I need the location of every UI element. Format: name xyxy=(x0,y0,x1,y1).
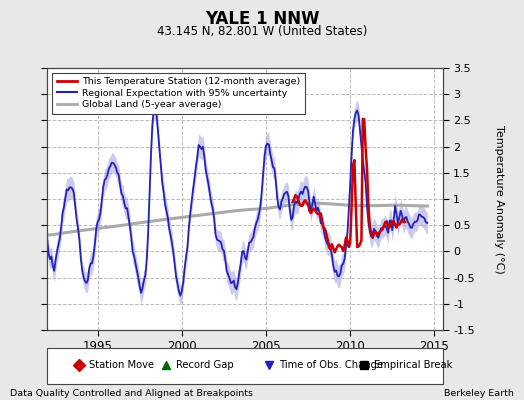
Text: 43.145 N, 82.801 W (United States): 43.145 N, 82.801 W (United States) xyxy=(157,25,367,38)
Legend: This Temperature Station (12-month average), Regional Expectation with 95% uncer: This Temperature Station (12-month avera… xyxy=(52,73,305,114)
Text: Empirical Break: Empirical Break xyxy=(374,360,452,370)
Text: Time of Obs. Change: Time of Obs. Change xyxy=(279,360,383,370)
Text: Data Quality Controlled and Aligned at Breakpoints: Data Quality Controlled and Aligned at B… xyxy=(10,389,254,398)
Text: Berkeley Earth: Berkeley Earth xyxy=(444,389,514,398)
Text: Record Gap: Record Gap xyxy=(176,360,233,370)
Y-axis label: Temperature Anomaly (°C): Temperature Anomaly (°C) xyxy=(494,125,504,273)
Text: YALE 1 NNW: YALE 1 NNW xyxy=(205,10,319,28)
Text: Station Move: Station Move xyxy=(89,360,154,370)
